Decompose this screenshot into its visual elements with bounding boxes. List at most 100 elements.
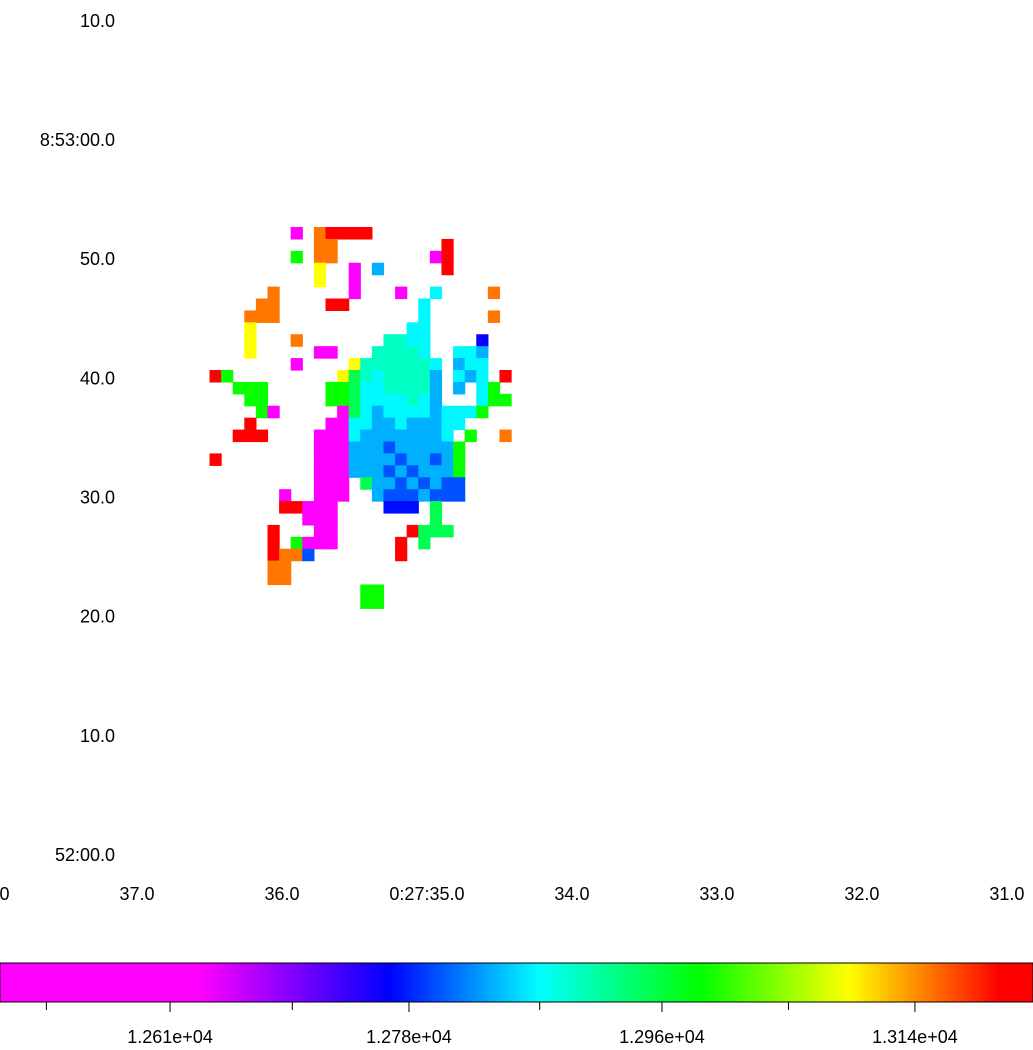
pixel: [476, 406, 488, 419]
pixel: [418, 334, 430, 347]
pixel: [441, 239, 453, 252]
pixel: [360, 394, 372, 407]
pixel: [430, 406, 442, 419]
pixel: [372, 418, 384, 431]
pixel: [383, 394, 395, 407]
pixel: [337, 227, 349, 240]
pixel: [383, 370, 395, 383]
pixel: [325, 239, 337, 252]
pixel: [418, 298, 430, 311]
pixel: [337, 406, 349, 419]
chart: 52:00.010.020.030.040.050.08:53:00.010.0…: [0, 0, 1033, 1050]
pixel: [395, 358, 407, 371]
pixel: [430, 513, 442, 526]
pixel: [430, 287, 442, 300]
pixel: [314, 430, 326, 443]
pixel: [418, 453, 430, 466]
pixel: [407, 441, 419, 454]
x-tick-label: 38.0: [0, 884, 10, 904]
x-tick-label: 34.0: [554, 884, 589, 904]
pixel: [441, 465, 453, 478]
pixel: [267, 561, 279, 574]
pixel: [314, 441, 326, 454]
pixel: [476, 382, 488, 395]
pixel: [465, 358, 477, 371]
pixel: [372, 370, 384, 383]
pixel: [325, 477, 337, 490]
pixel: [291, 549, 303, 562]
pixel: [325, 501, 337, 514]
pixel: [372, 489, 384, 502]
pixel: [360, 596, 372, 609]
pixel: [499, 394, 511, 407]
pixel: [383, 465, 395, 478]
pixel: [372, 263, 384, 276]
pixel: [372, 453, 384, 466]
pixel: [441, 418, 453, 431]
pixel: [349, 453, 361, 466]
pixel: [360, 477, 372, 490]
pixel: [349, 430, 361, 443]
pixel: [337, 441, 349, 454]
pixel: [325, 298, 337, 311]
pixel: [441, 453, 453, 466]
image: [209, 227, 511, 609]
pixel: [256, 406, 268, 419]
pixel: [465, 346, 477, 359]
colorbar: [0, 963, 1033, 1002]
pixel: [372, 441, 384, 454]
pixel: [244, 322, 256, 335]
pixel: [349, 406, 361, 419]
pixel: [267, 573, 279, 586]
pixel: [488, 382, 500, 395]
pixel: [453, 453, 465, 466]
pixel: [407, 346, 419, 359]
pixel: [383, 418, 395, 431]
pixel: [395, 537, 407, 550]
y-tick-label: 40.0: [80, 368, 115, 388]
y-tick-label: 30.0: [80, 487, 115, 507]
pixel: [267, 537, 279, 550]
pixel: [325, 525, 337, 538]
pixel: [407, 477, 419, 490]
pixel: [360, 358, 372, 371]
pixel: [256, 394, 268, 407]
pixel: [395, 382, 407, 395]
pixel: [383, 477, 395, 490]
pixel: [337, 382, 349, 395]
pixel: [407, 406, 419, 419]
pixel: [314, 489, 326, 502]
pixel: [430, 489, 442, 502]
pixel: [267, 406, 279, 419]
pixel: [383, 334, 395, 347]
pixel: [499, 370, 511, 383]
pixel: [383, 406, 395, 419]
pixel: [418, 346, 430, 359]
pixel: [407, 453, 419, 466]
pixel: [279, 501, 291, 514]
pixel: [430, 465, 442, 478]
pixel: [349, 287, 361, 300]
pixel: [244, 382, 256, 395]
pixel: [360, 453, 372, 466]
pixel: [302, 513, 314, 526]
pixel: [430, 370, 442, 383]
pixel: [488, 310, 500, 323]
pixel: [314, 346, 326, 359]
pixel: [291, 227, 303, 240]
pixel: [407, 525, 419, 538]
x-tick-label: 32.0: [844, 884, 879, 904]
y-tick-label: 10.0: [80, 726, 115, 746]
pixel: [395, 394, 407, 407]
pixel: [488, 287, 500, 300]
pixel: [395, 334, 407, 347]
pixel: [430, 441, 442, 454]
pixel: [418, 418, 430, 431]
pixel: [349, 275, 361, 288]
pixel: [453, 418, 465, 431]
pixel: [244, 394, 256, 407]
pixel: [279, 573, 291, 586]
pixel: [372, 596, 384, 609]
pixel: [325, 346, 337, 359]
pixel: [418, 489, 430, 502]
